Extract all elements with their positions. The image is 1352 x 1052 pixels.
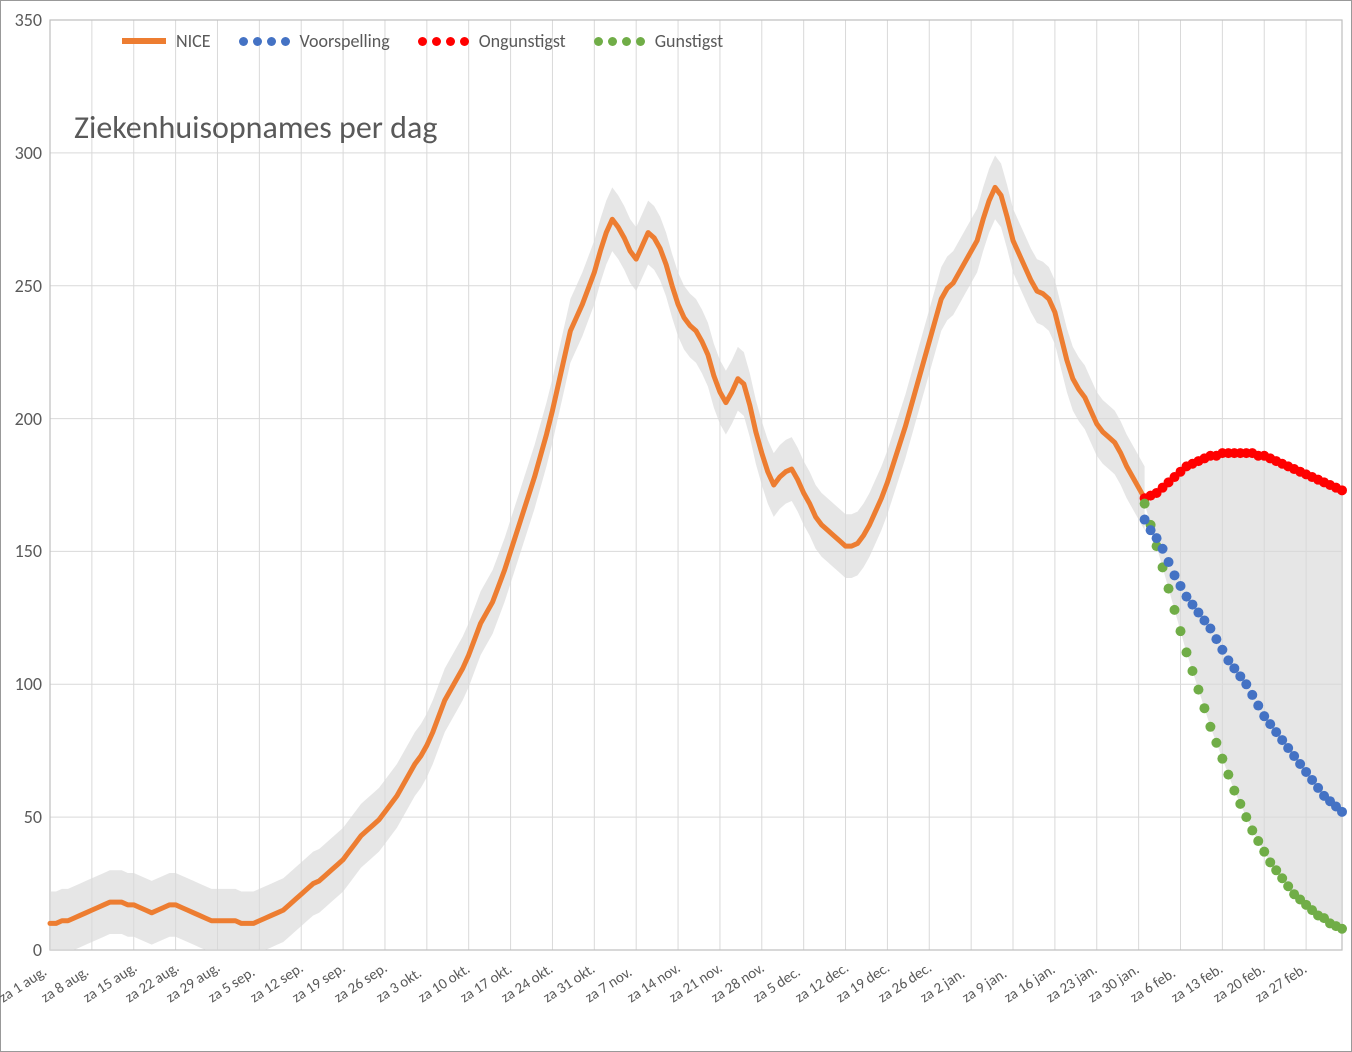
legend-item: Ongunstigst (418, 30, 566, 52)
legend-item: Gunstigst (594, 30, 723, 52)
legend-swatch-line (122, 38, 166, 44)
y-tick-label: 100 (2, 673, 42, 695)
y-tick-label: 300 (2, 142, 42, 164)
legend-swatch-dots (594, 37, 645, 46)
legend-swatch-dots (418, 37, 469, 46)
legend: NICE Voorspelling Ongunstigst Gunstigst (122, 30, 723, 52)
nice-line (50, 187, 1145, 923)
legend-label: Gunstigst (655, 30, 723, 52)
chart-container: NICE Voorspelling Ongunstigst Gunstigst Zie… (0, 0, 1352, 1052)
y-tick-label: 0 (2, 939, 42, 961)
y-tick-label: 250 (2, 275, 42, 297)
legend-item: Voorspelling (239, 30, 390, 52)
legend-label: Voorspelling (300, 30, 390, 52)
y-tick-label: 200 (2, 408, 42, 430)
y-tick-label: 50 (2, 806, 42, 828)
legend-label: NICE (176, 30, 211, 52)
y-tick-label: 350 (2, 9, 42, 31)
y-tick-label: 150 (2, 540, 42, 562)
nice-band (50, 156, 1145, 950)
chart-svg (0, 0, 1352, 1052)
legend-item: NICE (122, 30, 211, 52)
chart-title: Ziekenhuisopnames per dag (74, 108, 437, 147)
legend-swatch-dots (239, 37, 290, 46)
forecast-band (1145, 453, 1342, 929)
legend-label: Ongunstigst (479, 30, 566, 52)
